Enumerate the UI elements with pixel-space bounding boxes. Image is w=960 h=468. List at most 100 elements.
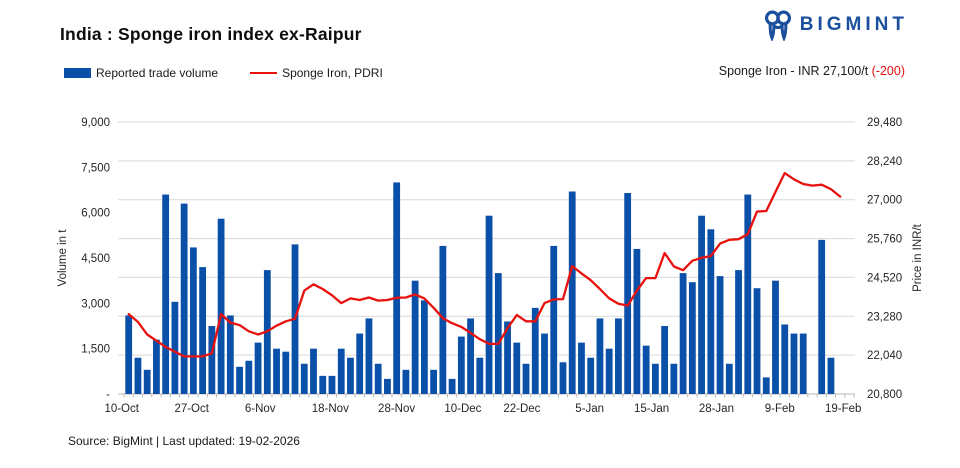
- volume-bar: [587, 357, 595, 394]
- legend-volume-label: Reported trade volume: [96, 66, 219, 80]
- volume-bar: [153, 339, 160, 394]
- volume-bar: [384, 378, 391, 394]
- volume-bar: [347, 357, 354, 394]
- volume-bar: [328, 375, 336, 394]
- volume-bar: [698, 215, 705, 394]
- volume-bar: [448, 378, 456, 394]
- volume-bar: [476, 357, 484, 394]
- volume-bar: [430, 369, 438, 394]
- volume-bar: [171, 301, 179, 394]
- volume-bar: [642, 345, 650, 394]
- bigmint-logo-icon: [764, 10, 791, 41]
- volume-bar: [541, 333, 548, 394]
- volume-bar: [365, 318, 373, 394]
- x-tick-label: 15-Jan: [634, 403, 669, 415]
- x-tick-label: 22-Dec: [503, 403, 540, 415]
- x-tick-label: 27-Oct: [174, 403, 209, 415]
- legend-price-label: Sponge Iron, PDRI: [282, 66, 383, 80]
- right-axis-title: Price in INR/t: [912, 223, 924, 292]
- volume-bar: [134, 357, 142, 394]
- volume-bar: [522, 363, 530, 394]
- x-tick-label: 18-Nov: [312, 403, 349, 415]
- volume-bar: [781, 324, 789, 394]
- right-axis-tick: 24,520: [867, 272, 902, 284]
- right-axis-tick: 22,040: [867, 350, 902, 362]
- volume-bar: [282, 351, 290, 394]
- volume-bar: [319, 375, 327, 394]
- x-tick-label: 28-Jan: [699, 403, 734, 415]
- volume-bar: [457, 336, 465, 394]
- legend-item-volume: Reported trade volume: [64, 66, 218, 80]
- volume-bar: [300, 363, 308, 394]
- volume-bar: [827, 357, 835, 394]
- left-axis-tick: 3,000: [81, 298, 110, 310]
- volume-bar: [661, 326, 669, 394]
- current-price-text: Sponge Iron - INR 27,100/t: [718, 64, 872, 78]
- volume-bar: [550, 245, 558, 394]
- price-legend-swatch: [250, 71, 278, 75]
- volume-bar: [143, 369, 151, 394]
- volume-bar: [799, 333, 807, 394]
- volume-bar: [402, 369, 410, 394]
- volume-bar: [273, 348, 280, 394]
- volume-bar: [762, 377, 770, 394]
- volume-legend-swatch: [64, 68, 91, 78]
- volume-bar: [633, 248, 641, 394]
- source-note: Source: BigMint | Last updated: 19-02-20…: [68, 434, 300, 448]
- volume-bar: [559, 362, 567, 394]
- volume-bar: [605, 348, 613, 394]
- volume-bar: [735, 270, 742, 394]
- left-axis-title: Volume in t: [57, 229, 69, 287]
- right-axis-tick: 29,480: [867, 117, 902, 129]
- volume-bar: [439, 245, 447, 394]
- volume-bar: [189, 247, 197, 394]
- volume-bar: [707, 229, 715, 394]
- x-tick-label: 5-Jan: [575, 403, 604, 415]
- x-tick-label: 28-Nov: [378, 403, 415, 415]
- volume-bar: [615, 318, 622, 394]
- volume-bar: [688, 282, 696, 394]
- x-tick-label: 9-Feb: [765, 403, 795, 415]
- volume-bar: [531, 307, 539, 394]
- volume-bar: [578, 342, 585, 394]
- volume-bar: [420, 300, 428, 394]
- x-tick-label: 10-Dec: [444, 403, 481, 415]
- right-axis-tick: 25,760: [867, 234, 902, 246]
- volume-bar: [753, 288, 761, 394]
- volume-bar: [725, 363, 733, 394]
- volume-bar: [679, 273, 687, 394]
- volume-bar: [670, 363, 678, 394]
- volume-bar: [236, 366, 243, 394]
- page-title: India : Sponge iron index ex-Raipur: [60, 24, 362, 44]
- volume-bar: [162, 194, 170, 394]
- volume-bar: [254, 342, 262, 394]
- volume-bar: [374, 363, 382, 394]
- volume-bar: [125, 315, 133, 394]
- left-axis-tick: 1,500: [81, 344, 110, 356]
- left-axis-tick: 9,000: [81, 117, 110, 129]
- current-price-note: Sponge Iron - INR 27,100/t (-200): [719, 64, 905, 78]
- x-tick-label: 10-Oct: [104, 403, 139, 415]
- volume-bar: [199, 267, 207, 394]
- volume-bar: [467, 318, 474, 394]
- volume-bar: [772, 280, 779, 394]
- left-axis-tick: 7,500: [81, 162, 110, 174]
- x-tick-label: 19-Feb: [825, 403, 861, 415]
- volume-bar: [513, 342, 521, 394]
- volume-bar: [624, 193, 632, 394]
- volume-bar: [337, 348, 345, 394]
- left-axis-tick: 4,500: [81, 253, 110, 265]
- right-axis-tick: 20,800: [867, 389, 902, 401]
- volume-bar: [818, 239, 826, 394]
- bigmint-wordmark: BIGMINT: [799, 14, 908, 35]
- right-axis-tick: 27,000: [867, 195, 902, 207]
- bigmint-logo: BIGMINT: [763, 9, 908, 41]
- left-axis-tick: 6,000: [81, 208, 110, 220]
- volume-bar: [494, 273, 502, 394]
- volume-bar: [180, 203, 188, 394]
- volume-bar: [356, 333, 364, 394]
- volume-bar: [651, 363, 659, 394]
- price-line: [127, 171, 842, 358]
